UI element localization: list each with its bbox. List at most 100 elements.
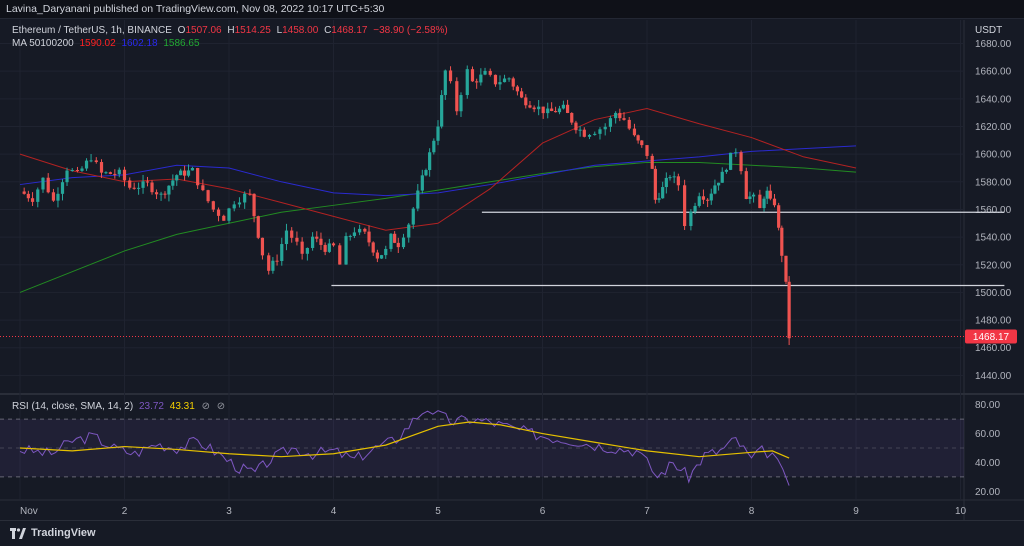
top-bar: Lavina_Daryanani published on TradingVie… [0,0,1024,19]
candle-body [664,177,668,188]
rsi-ma-line [19,421,790,459]
candle-body [56,193,60,201]
candle-body [614,112,618,119]
candle-body [36,189,40,202]
candle-body [640,140,644,146]
candle-body [683,185,687,227]
candle-body [393,233,397,243]
published-info: Lavina_Daryanani published on TradingVie… [6,3,385,15]
candle-body [720,171,724,183]
candle-body [211,201,215,210]
candle-body [358,228,362,233]
candle-body [645,145,649,156]
open-label: O [177,25,186,36]
brand-name: TradingView [31,527,96,539]
candle-body [440,95,444,127]
price-tick-label: 1520.00 [975,260,1012,271]
candle-body [762,198,766,209]
candle-body [780,227,784,256]
visibility-icon[interactable]: ⊘ [201,401,210,412]
candle-body [284,230,289,245]
candle-body [379,255,384,259]
candle-body [401,237,406,248]
candle-body [26,193,30,199]
candle-body [384,248,388,256]
candle-body [561,104,565,109]
candle-body [608,118,613,127]
price-chart[interactable]: USDT 1440.00 1460.00 1480.00 1500.00 1520.00 1… [0,0,1024,520]
ma-label[interactable]: MA 50100200 [12,38,74,49]
candle-body [363,228,367,232]
rsi-label[interactable]: RSI (14, close, SMA, 14, 2) [12,401,134,412]
candle-body [305,247,309,254]
rsi-tick-label: 40.00 [975,458,1000,469]
ma50-value: 1590.02 [79,38,116,49]
candle-body [578,129,582,131]
candle-body [46,177,50,193]
candle-body [167,185,171,195]
candle-body [163,193,167,195]
candle-body [222,215,226,221]
candle-body [216,209,221,216]
candle-body [243,193,247,203]
candle-body [60,182,65,194]
candle-body [371,242,375,253]
candle-body [206,190,210,202]
candle-body [541,106,545,114]
candle-body [772,198,777,206]
rsi-tick-label: 20.00 [975,487,1000,498]
candle-body [470,69,475,82]
price-tick-label: 1460.00 [975,343,1012,354]
time-tick-label: 9 [853,506,859,517]
candle-body [697,196,701,206]
candle-body [323,244,327,252]
candle-body [411,208,415,225]
candle-body [661,187,665,199]
time-tick-label: 10 [955,506,967,517]
candle-body [319,238,323,245]
tradingview-logo[interactable]: TradingView [10,527,96,539]
ma200-value: 1586.65 [163,38,200,49]
ma100-value: 1602.18 [121,38,158,49]
candle-body [632,128,637,136]
candle-body [248,193,252,195]
candle-body [668,177,672,179]
high-label: H [227,25,235,36]
time-tick-label: 4 [331,506,337,517]
candle-body [396,242,400,248]
candle-body [331,243,336,246]
candle-body [502,78,507,83]
candle-body [603,126,607,130]
candle-body [475,81,479,83]
time-tick-label: 8 [749,506,755,517]
symbol-row: Ethereum / TetherUS, 1h, BINANCE O1507.0… [12,24,448,37]
candle-body [65,170,69,183]
candle-body [154,192,159,195]
candle-body [777,205,781,228]
candle-body [338,245,342,265]
price-tick-label: 1640.00 [975,94,1012,105]
candle-body [51,192,56,201]
last-price-label: 1468.17 [973,332,1010,343]
high-value: 1514.25 [234,25,271,36]
ma50-line [19,107,857,231]
candle-body [570,112,574,123]
close-label: C [324,25,332,36]
symbol-label[interactable]: Ethereum / TetherUS, 1h, BINANCE [12,25,172,36]
candle-body [657,198,661,200]
candle-body [448,70,453,82]
candle-body [256,216,260,238]
candle-body [190,167,195,171]
candle-body [30,198,35,202]
candle-body [713,185,717,194]
candle-body [672,176,676,178]
candle-body [344,236,348,265]
candle-body [553,111,558,113]
candle-body [252,193,256,217]
candle-body [280,244,284,262]
chart-legend: Ethereum / TetherUS, 1h, BINANCE O1507.0… [12,24,448,50]
visibility-icon[interactable]: ⊘ [216,401,226,412]
candle-body [587,134,592,137]
candle-body [436,126,440,141]
candle-body [744,171,748,200]
